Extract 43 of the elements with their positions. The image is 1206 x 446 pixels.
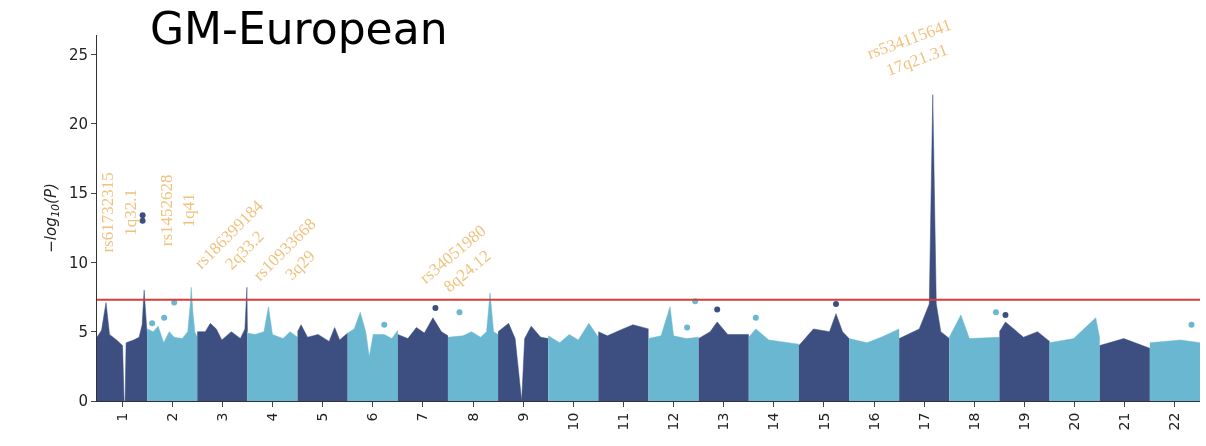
x-tick-label: 1 (113, 412, 130, 422)
y-tick-label: 5 (78, 322, 88, 341)
x-tick-label: 19 (1016, 412, 1033, 431)
x-tick-label: 2 (163, 412, 180, 422)
x-tick-label: 11 (614, 412, 631, 431)
chart-title: GM-European (150, 3, 448, 55)
y-tick-label: 0 (78, 392, 88, 411)
x-tick-label: 9 (514, 412, 531, 422)
point (1002, 312, 1009, 319)
point (456, 309, 463, 316)
x-tick-label: 5 (314, 412, 331, 422)
y-tick-label: 20 (68, 114, 88, 133)
y-tick-label: 10 (68, 253, 88, 272)
annotation: rs61732315 1q32.1 (98, 172, 140, 253)
x-tick-label: 10 (564, 412, 581, 431)
point (833, 300, 840, 307)
x-tick-label: 14 (765, 412, 782, 431)
x-tick-label: 17 (915, 412, 932, 431)
x-tick-label: 22 (1166, 412, 1183, 431)
x-tick-label: 16 (865, 412, 882, 431)
x-tick-label: 4 (264, 412, 281, 422)
point (1188, 321, 1195, 328)
x-tick-label: 3 (213, 412, 230, 422)
point (432, 305, 439, 312)
annotation: rs1452628 1q41 (157, 174, 199, 247)
x-tick-label: 21 (1116, 412, 1133, 431)
x-tick-label: 6 (364, 412, 381, 422)
point (992, 309, 999, 316)
y-tick-label: 15 (68, 184, 88, 203)
point (381, 321, 388, 328)
x-tick-label: 12 (665, 412, 682, 431)
point (161, 314, 168, 321)
x-tick-label: 20 (1066, 412, 1083, 431)
point (149, 320, 156, 327)
x-tick-label: 8 (464, 412, 481, 422)
point (714, 306, 721, 313)
x-tick-label: 15 (815, 412, 832, 431)
point (752, 314, 759, 321)
y-tick-label: 25 (68, 45, 88, 64)
x-tick-label: 18 (965, 412, 982, 431)
x-tick-label: 13 (715, 412, 732, 431)
point (684, 324, 691, 331)
x-tick-label: 7 (414, 412, 431, 422)
